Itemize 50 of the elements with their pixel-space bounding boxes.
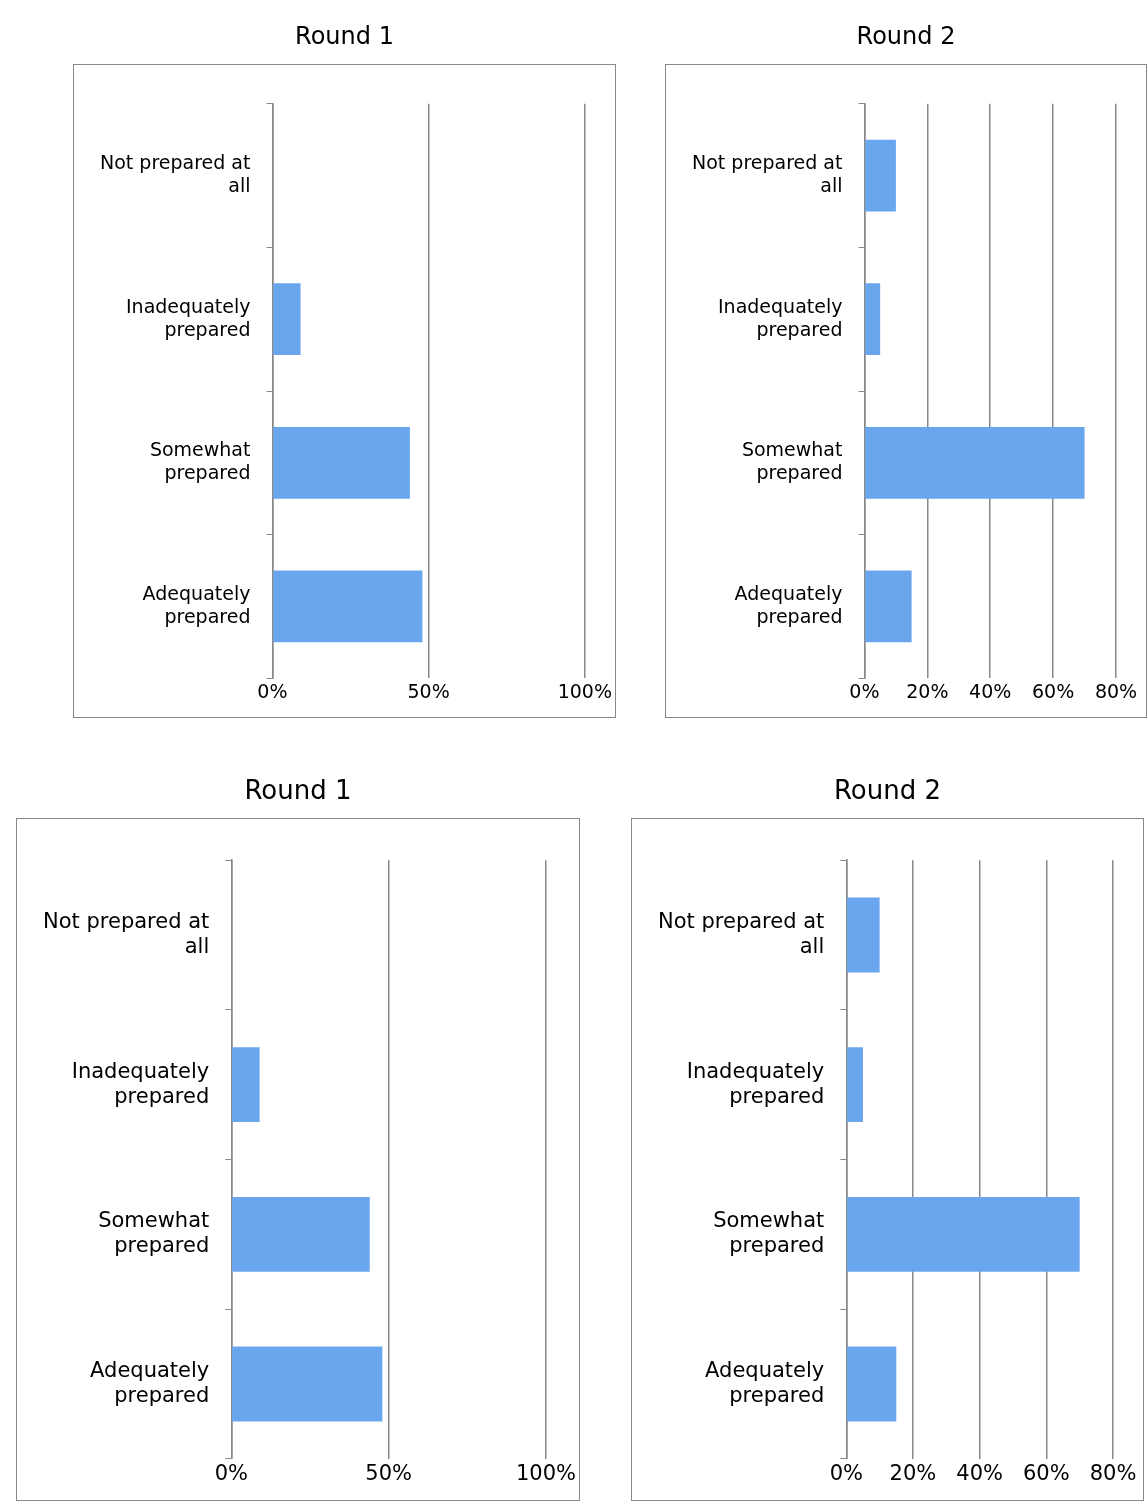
bar — [273, 283, 301, 356]
y-tick-label: Adequately prepared — [734, 581, 843, 627]
y-tick-label: Adequately prepared — [90, 1357, 210, 1408]
x-tick-label: 20% — [906, 679, 949, 702]
y-tick-label: Somewhat prepared — [149, 438, 251, 484]
x-tick-label: 100% — [515, 1460, 577, 1485]
chart-title: Round 1 — [243, 774, 353, 807]
y-tick-label: Not prepared at all — [100, 151, 251, 196]
y-tick-label: Somewhat prepared — [713, 1208, 825, 1258]
bar — [865, 139, 896, 212]
y-tick-label: Inadequately prepared — [71, 1058, 210, 1108]
x-tick-label: 100% — [557, 679, 612, 702]
y-tick-label: Inadequately prepared — [686, 1058, 825, 1108]
bar — [232, 1047, 260, 1123]
bar — [865, 570, 912, 643]
chart-title: Round 2 — [855, 21, 957, 52]
y-tick-label: Not prepared at all — [657, 908, 825, 959]
x-tick-label: 0% — [849, 679, 880, 702]
y-tick-label: Somewhat prepared — [98, 1208, 210, 1258]
bar — [847, 1047, 863, 1123]
x-tick-label: 80% — [1094, 679, 1138, 702]
bar — [232, 1346, 383, 1422]
bar — [273, 426, 410, 499]
x-tick-label: 40% — [956, 1460, 1003, 1485]
y-tick-label: Adequately prepared — [142, 581, 251, 627]
bar — [273, 570, 423, 643]
y-tick-label: Not prepared at all — [42, 908, 210, 959]
bar — [232, 1196, 370, 1272]
bar — [847, 1346, 897, 1422]
x-tick-label: 60% — [1032, 679, 1075, 702]
x-tick-label: 0% — [257, 679, 288, 702]
x-tick-label: 50% — [407, 679, 450, 702]
chart-title: Round 1 — [294, 21, 395, 52]
bar — [847, 1196, 1080, 1272]
x-tick-label: 0% — [829, 1460, 863, 1485]
x-tick-label: 20% — [889, 1460, 937, 1485]
x-tick-label: 50% — [365, 1460, 412, 1485]
bar — [847, 897, 880, 973]
bar — [865, 283, 881, 356]
bar — [865, 426, 1085, 499]
chart-title: Round 2 — [832, 774, 943, 807]
x-tick-label: 60% — [1022, 1460, 1070, 1485]
y-tick-label: Not prepared at all — [692, 151, 843, 196]
y-tick-label: Inadequately prepared — [126, 294, 251, 340]
y-tick-label: Adequately prepared — [705, 1357, 825, 1408]
y-tick-label: Inadequately prepared — [718, 294, 843, 340]
x-tick-label: 0% — [214, 1460, 248, 1485]
y-tick-label: Somewhat prepared — [741, 438, 843, 484]
x-tick-label: 40% — [969, 679, 1012, 702]
x-tick-label: 80% — [1089, 1460, 1137, 1485]
